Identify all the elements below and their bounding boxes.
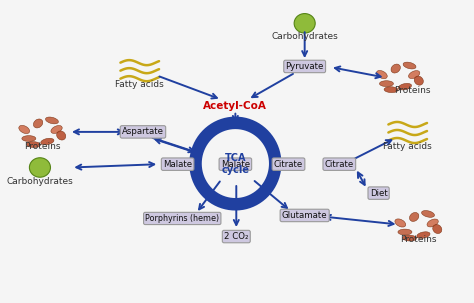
Ellipse shape xyxy=(376,71,387,79)
Ellipse shape xyxy=(414,76,423,85)
Text: Citrate: Citrate xyxy=(325,160,354,169)
Text: Aspartate: Aspartate xyxy=(122,127,164,136)
Ellipse shape xyxy=(27,142,40,148)
Ellipse shape xyxy=(433,225,442,234)
Ellipse shape xyxy=(380,81,393,87)
Ellipse shape xyxy=(19,125,30,134)
Ellipse shape xyxy=(402,235,417,241)
Text: Porphyrins (heme): Porphyrins (heme) xyxy=(145,214,219,223)
Text: Citrate: Citrate xyxy=(274,160,303,169)
Text: Proteins: Proteins xyxy=(401,235,437,244)
Text: Diet: Diet xyxy=(370,189,387,198)
Ellipse shape xyxy=(398,229,412,235)
Text: Proteins: Proteins xyxy=(25,142,61,151)
Ellipse shape xyxy=(421,211,435,217)
Text: Acetyl-CoA: Acetyl-CoA xyxy=(203,101,267,111)
Ellipse shape xyxy=(384,87,398,93)
Text: Malate: Malate xyxy=(163,160,192,169)
Text: Carbohydrates: Carbohydrates xyxy=(7,177,73,186)
Ellipse shape xyxy=(398,83,411,90)
Ellipse shape xyxy=(427,219,438,227)
Text: Glutamate: Glutamate xyxy=(282,211,328,220)
Ellipse shape xyxy=(41,138,54,145)
Ellipse shape xyxy=(410,212,419,221)
Text: Pyruvate: Pyruvate xyxy=(285,62,324,71)
Ellipse shape xyxy=(22,136,36,142)
Text: 2 CO₂: 2 CO₂ xyxy=(224,232,248,241)
Ellipse shape xyxy=(29,158,50,177)
Text: Malate: Malate xyxy=(221,160,250,169)
Ellipse shape xyxy=(46,117,58,124)
Ellipse shape xyxy=(57,131,66,140)
Text: Proteins: Proteins xyxy=(394,86,430,95)
Ellipse shape xyxy=(395,219,406,227)
Ellipse shape xyxy=(409,71,420,78)
Ellipse shape xyxy=(417,232,430,238)
Text: TCA
cycle: TCA cycle xyxy=(221,153,249,175)
Ellipse shape xyxy=(51,125,62,133)
Ellipse shape xyxy=(294,14,315,33)
Text: Carbohydrates: Carbohydrates xyxy=(271,32,338,42)
Text: Fatty acids: Fatty acids xyxy=(383,142,432,151)
Ellipse shape xyxy=(403,62,416,69)
Ellipse shape xyxy=(34,119,43,128)
Ellipse shape xyxy=(391,64,401,73)
Text: Fatty acids: Fatty acids xyxy=(115,80,164,89)
